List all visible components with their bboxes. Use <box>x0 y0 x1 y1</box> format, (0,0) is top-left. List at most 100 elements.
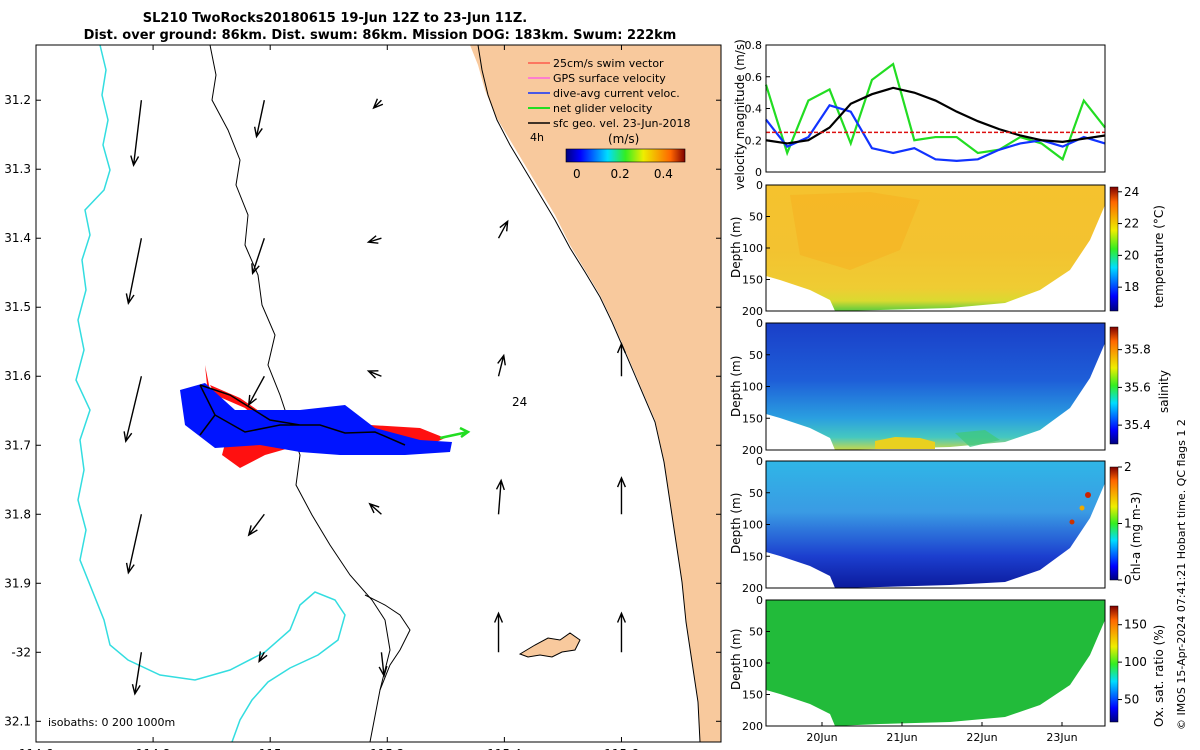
depth-tick-label: 200 <box>742 582 763 595</box>
depth-tick-label: 50 <box>749 487 763 500</box>
chla-panel: 0 50 100 150 200 0 1 2 Depth (m) chl-a (mg m-3… <box>729 455 1143 595</box>
salinity-panel: 0 50 100 150 200 35.4 35.6 35.8 Depth (m) sali… <box>729 317 1171 457</box>
depth-tick-label: 150 <box>742 689 763 702</box>
velocity-y-tick-label: 0.6 <box>745 71 763 84</box>
map-x-tick-label: 115.2 <box>370 747 404 750</box>
colorbar-tick-label: 35.6 <box>1124 380 1151 394</box>
salinity-section <box>766 323 1105 450</box>
legend-label-sfc: sfc geo. vel. 23-Jun-2018 <box>553 117 690 130</box>
chla-variable-label: chl-a (mg m-3) <box>1129 492 1143 581</box>
temperature-ylabel: Depth (m) <box>729 217 743 278</box>
velocity-vector-arrow <box>616 476 627 515</box>
velocity-series-line <box>764 62 1106 162</box>
map-y-tick-label: 31.3 <box>4 162 31 176</box>
velocity-vector-arrow <box>125 238 143 305</box>
depth-tick-label: 100 <box>742 381 763 394</box>
depth-tick-label: 150 <box>742 412 763 425</box>
velocity-ylabel: velocity magnitude (m/s) <box>733 39 747 190</box>
map-frame <box>35 44 722 743</box>
velocity-vector-arrow <box>125 514 143 575</box>
legend-label-net: net glider velocity <box>553 102 653 115</box>
map-x-tick-label: 115 <box>259 747 282 750</box>
depth-tick-label: 200 <box>742 720 763 733</box>
track-line <box>199 384 406 446</box>
map-y-tick-label: 31.4 <box>4 231 31 245</box>
map-colorbar-tick-label: 0.2 <box>611 167 630 181</box>
depth-tick-label: 0 <box>756 594 763 607</box>
map-panel: 114.6114.8115115.2115.4115.6 31.231.331.… <box>4 44 722 750</box>
colorbar-tick-label: 150 <box>1124 618 1147 632</box>
velocity-vector-arrow <box>616 341 627 377</box>
velocity-vector-arrow <box>616 611 627 653</box>
temperature-colorbar-ticks: 18 20 22 24 <box>1118 185 1139 294</box>
colorbar-tick-label: 22 <box>1124 217 1139 231</box>
legend-label-gps: GPS surface velocity <box>553 72 666 85</box>
depth-tick-label: 200 <box>742 305 763 318</box>
depth-tick-label: 0 <box>756 179 763 192</box>
velocity-vector-arrow <box>378 652 388 678</box>
title-line-1: SL210 TwoRocks20180615 19-Jun 12Z to 23-… <box>143 11 528 26</box>
time-tick-label: 21Jun <box>886 731 917 744</box>
map-x-tick-label: 115.4 <box>487 747 521 750</box>
chla-colorbar <box>1109 466 1119 581</box>
colorbar-tick-label: 24 <box>1124 185 1139 199</box>
vector-field <box>123 98 627 696</box>
oxygen-ylabel: Depth (m) <box>729 629 743 690</box>
velocity-vector-arrow <box>130 100 143 167</box>
chla-depth-ticks: 0 50 100 150 200 <box>742 455 770 595</box>
velocity-panel: 0 0.2 0.4 0.6 0.8 velocity magnitude (m/s) <box>733 39 1106 190</box>
velocity-vector-arrow <box>131 652 143 696</box>
green-velocity-arrow <box>439 426 471 440</box>
salinity-colorbar-ticks: 35.4 35.6 35.8 <box>1118 343 1151 432</box>
temperature-depth-ticks: 0 50 100 150 200 <box>742 179 770 318</box>
map-x-tick-label: 114.6 <box>19 747 53 750</box>
depth-tick-label: 50 <box>749 626 763 639</box>
colorbar-tick-label: 0 <box>1124 573 1132 587</box>
legend-label-dive: dive-avg current veloc. <box>553 87 680 100</box>
depth-tick-label: 100 <box>742 242 763 255</box>
map-y-tick-label: 31.5 <box>4 300 31 314</box>
salinity-variable-label: salinity <box>1157 370 1171 413</box>
map-y-tick-label: -32 <box>11 645 31 659</box>
colorbar-tick-label: 18 <box>1124 280 1139 294</box>
salinity-ylabel: Depth (m) <box>729 356 743 417</box>
oxygen-colorbar-ticks: 50 100 150 <box>1118 618 1147 707</box>
velocity-y-tick-label: 0.4 <box>745 103 763 116</box>
temperature-variable-label: temperature (°C) <box>1152 205 1166 308</box>
temperature-warm-core <box>790 192 920 270</box>
depth-tick-label: 100 <box>742 657 763 670</box>
side-note: © IMOS 15-Apr-2024 07:41:21 Hobart time.… <box>1175 419 1188 730</box>
colorbar-tick-label: 100 <box>1124 655 1147 669</box>
chla-high-point <box>1085 492 1091 498</box>
isobath-0m <box>75 45 346 742</box>
map-y-tick-label: 31.7 <box>4 438 31 452</box>
annotation-24: 24 <box>512 395 527 409</box>
velocity-vector-arrow <box>247 375 265 407</box>
depth-tick-label: 100 <box>742 519 763 532</box>
depth-tick-label: 0 <box>756 455 763 468</box>
oxygen-panel: 0 50 100 150 200 50 100 150 Depth (m) Ox. sat.… <box>729 594 1166 744</box>
map-colorbar-tick-label: 0 <box>573 167 581 181</box>
time-tick-label: 23Jun <box>1046 731 1077 744</box>
map-x-tick-label: 114.8 <box>136 747 170 750</box>
velocity-vector-arrow <box>366 370 382 379</box>
legend-note-4h: 4h <box>530 131 544 144</box>
time-axis-ticks: 20Jun 21Jun 22Jun 23Jun <box>806 722 1078 744</box>
oxygen-depth-ticks: 0 50 100 150 200 <box>742 594 770 733</box>
coastline <box>477 45 701 742</box>
salinity-colorbar <box>1109 326 1119 445</box>
velocity-series-line <box>765 104 1106 162</box>
depth-tick-label: 150 <box>742 550 763 563</box>
velocity-vector-arrow <box>495 478 505 515</box>
velocity-vector-arrow <box>366 235 382 244</box>
map-y-tick-label: 31.9 <box>4 576 31 590</box>
velocity-series <box>764 62 1106 162</box>
track-blue <box>180 383 452 455</box>
island <box>518 632 581 658</box>
velocity-vector-arrow <box>497 219 509 239</box>
velocity-vector-arrow <box>372 98 384 110</box>
map-colorbar-ticks: 0 0.2 0.4 <box>573 167 673 181</box>
chla-ylabel: Depth (m) <box>729 493 743 554</box>
colorbar-tick-label: 1 <box>1124 517 1132 531</box>
